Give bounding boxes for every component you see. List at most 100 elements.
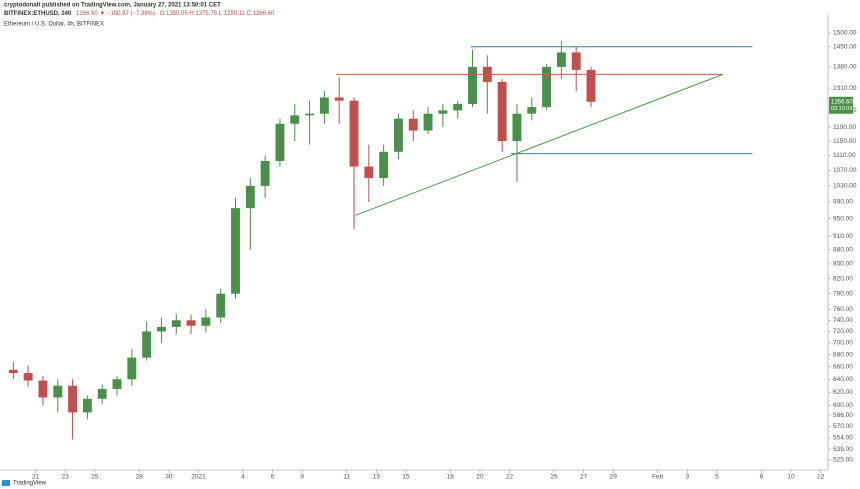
x-tick-label: 25 — [550, 474, 558, 481]
candle-body — [245, 185, 255, 209]
x-tick-label: 18 — [447, 474, 455, 481]
x-tick-label: 6 — [271, 474, 275, 481]
candle-body — [349, 100, 359, 167]
logo-icon — [2, 480, 10, 486]
countdown: 03:10:09 — [831, 106, 852, 112]
y-tick-label: 820.00 — [833, 275, 853, 282]
x-tick-label: 29 — [610, 474, 618, 481]
x-tick-label: 2021 — [191, 474, 206, 481]
candle-body — [542, 66, 552, 108]
candle-body — [408, 118, 418, 131]
y-tick-label: 950.00 — [833, 215, 853, 222]
y-tick-label: 1030.00 — [833, 183, 857, 190]
y-tick-label: 1110.00 — [833, 152, 856, 159]
candle-body — [319, 97, 329, 114]
x-tick-label: 10 — [787, 474, 795, 481]
y-tick-label: 620.00 — [833, 389, 853, 396]
candle-body — [394, 118, 403, 152]
y-tick-label: 880.00 — [833, 247, 853, 254]
x-tick-label: 11 — [343, 474, 350, 481]
candle-body — [453, 103, 463, 111]
candle-body — [201, 317, 211, 326]
candle-body — [571, 52, 581, 70]
candle-body — [38, 380, 48, 398]
y-tick-label: 539.00 — [833, 446, 853, 453]
logo: TradingView — [13, 481, 47, 487]
y-tick-label: 1150.00 — [833, 138, 856, 145]
y-tick-label: 1070.00 — [833, 167, 857, 174]
candle-body — [512, 113, 522, 142]
candle-body — [497, 81, 507, 142]
x-tick-label: 20 — [476, 474, 484, 481]
x-tick-label: 8 — [300, 474, 304, 481]
candle-body — [556, 52, 566, 67]
candle-body — [275, 123, 285, 161]
x-tick-label: 4 — [241, 474, 245, 481]
candle-body — [379, 151, 389, 179]
x-tick-label: 25 — [91, 474, 99, 481]
candle-body — [23, 372, 33, 381]
candle-body — [97, 388, 107, 399]
x-tick-label: 8 — [760, 474, 764, 481]
candle-body — [334, 97, 344, 101]
candle-body — [8, 369, 18, 373]
y-tick-label: 700.00 — [833, 340, 853, 347]
y-tick-label: 720.00 — [833, 328, 853, 335]
x-tick-label: 3 — [685, 474, 689, 481]
y-tick-label: 910.00 — [833, 233, 853, 240]
candle-body — [290, 115, 300, 124]
x-tick-label: Feb — [652, 474, 664, 481]
y-tick-label: 554.00 — [833, 435, 853, 442]
candle-body — [260, 160, 270, 186]
y-tick-label: 586.00 — [833, 412, 853, 419]
x-tick-label: 23 — [62, 474, 70, 481]
x-tick-label: 15 — [402, 474, 410, 481]
y-tick-label: 740.00 — [833, 317, 853, 324]
y-tick-label: 680.00 — [833, 351, 853, 358]
y-tick-label: 660.00 — [833, 363, 853, 370]
candle-body — [527, 107, 537, 114]
change: 1266.60 ▼ −100.97 (−7.38%) — [76, 11, 155, 17]
y-tick-label: 600.00 — [833, 402, 853, 409]
y-tick-label: 1500.00 — [833, 30, 857, 37]
y-tick-label: 525.00 — [833, 457, 853, 464]
symbol-line: BITFINEX:ETHUSD, 240 1266.60 ▼ −100.97 (… — [4, 11, 275, 17]
x-tick-label: 22 — [506, 474, 514, 481]
y-tick-label: 1310.00 — [833, 85, 857, 92]
symbol: BITFINEX:ETHUSD, 240 — [4, 11, 72, 17]
y-tick-label: 570.00 — [833, 423, 853, 430]
candle-body — [53, 385, 63, 398]
x-tick-label: 28 — [136, 474, 144, 481]
candle-body — [68, 385, 78, 413]
candle-body — [112, 379, 122, 389]
y-tick-label: 640.00 — [833, 376, 853, 383]
x-tick-label: 12 — [817, 474, 825, 481]
x-tick-label: 27 — [580, 474, 588, 481]
candle-body — [586, 69, 596, 102]
x-tick-label: 21 — [32, 474, 40, 481]
x-tick-label: 30 — [165, 474, 173, 481]
x-tick-label: 5 — [715, 474, 719, 481]
candle-body — [216, 293, 226, 318]
last-price-box — [829, 96, 853, 114]
y-tick-label: 990.00 — [833, 199, 853, 206]
candle-body — [82, 398, 92, 413]
candle-body — [305, 113, 315, 116]
y-tick-label: 1380.00 — [833, 64, 857, 71]
candle-body — [364, 166, 374, 179]
y-tick-label: 1450.00 — [833, 44, 857, 51]
y-tick-label: 1190.00 — [833, 124, 856, 131]
candle-body — [438, 110, 448, 114]
last-price-label: 1266.60 — [831, 99, 853, 105]
y-tick-label: 760.00 — [833, 306, 853, 313]
author-line: cryptodonalt published on TradingView.co… — [4, 3, 221, 9]
candle-body — [423, 113, 433, 131]
y-tick-label: 790.00 — [833, 290, 853, 297]
chart-title: Ethereum / U.S. Dollar, 4h, BITFINEX — [4, 22, 104, 28]
candle-body — [157, 326, 166, 332]
candle-body — [142, 331, 152, 358]
candle-body — [468, 66, 477, 104]
y-tick-label: 850.00 — [833, 261, 853, 268]
